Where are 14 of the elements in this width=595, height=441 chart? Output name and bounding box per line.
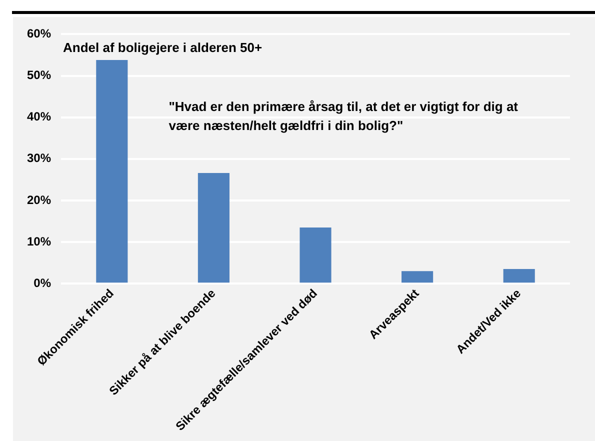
bar xyxy=(503,269,535,283)
text: Andel af boligejere i alderen 50+ xyxy=(63,40,262,55)
y-tick-label: 10% xyxy=(26,234,52,248)
bar xyxy=(96,60,128,283)
bar xyxy=(300,227,332,283)
y-tick-label: 50% xyxy=(26,68,52,82)
text: "Hvad er den primære årsag til, at det er vigtigt for dig at være næsten/helt gældfri i din bolig?" xyxy=(168,98,519,133)
y-tick-label: 20% xyxy=(26,192,52,207)
y-tick-label: 30% xyxy=(26,151,52,166)
bar xyxy=(402,271,434,283)
y-tick-label: 0% xyxy=(34,276,52,290)
y-tick-label: 60% xyxy=(26,26,52,41)
bar xyxy=(198,173,230,283)
y-tick-label: 40% xyxy=(26,110,52,124)
